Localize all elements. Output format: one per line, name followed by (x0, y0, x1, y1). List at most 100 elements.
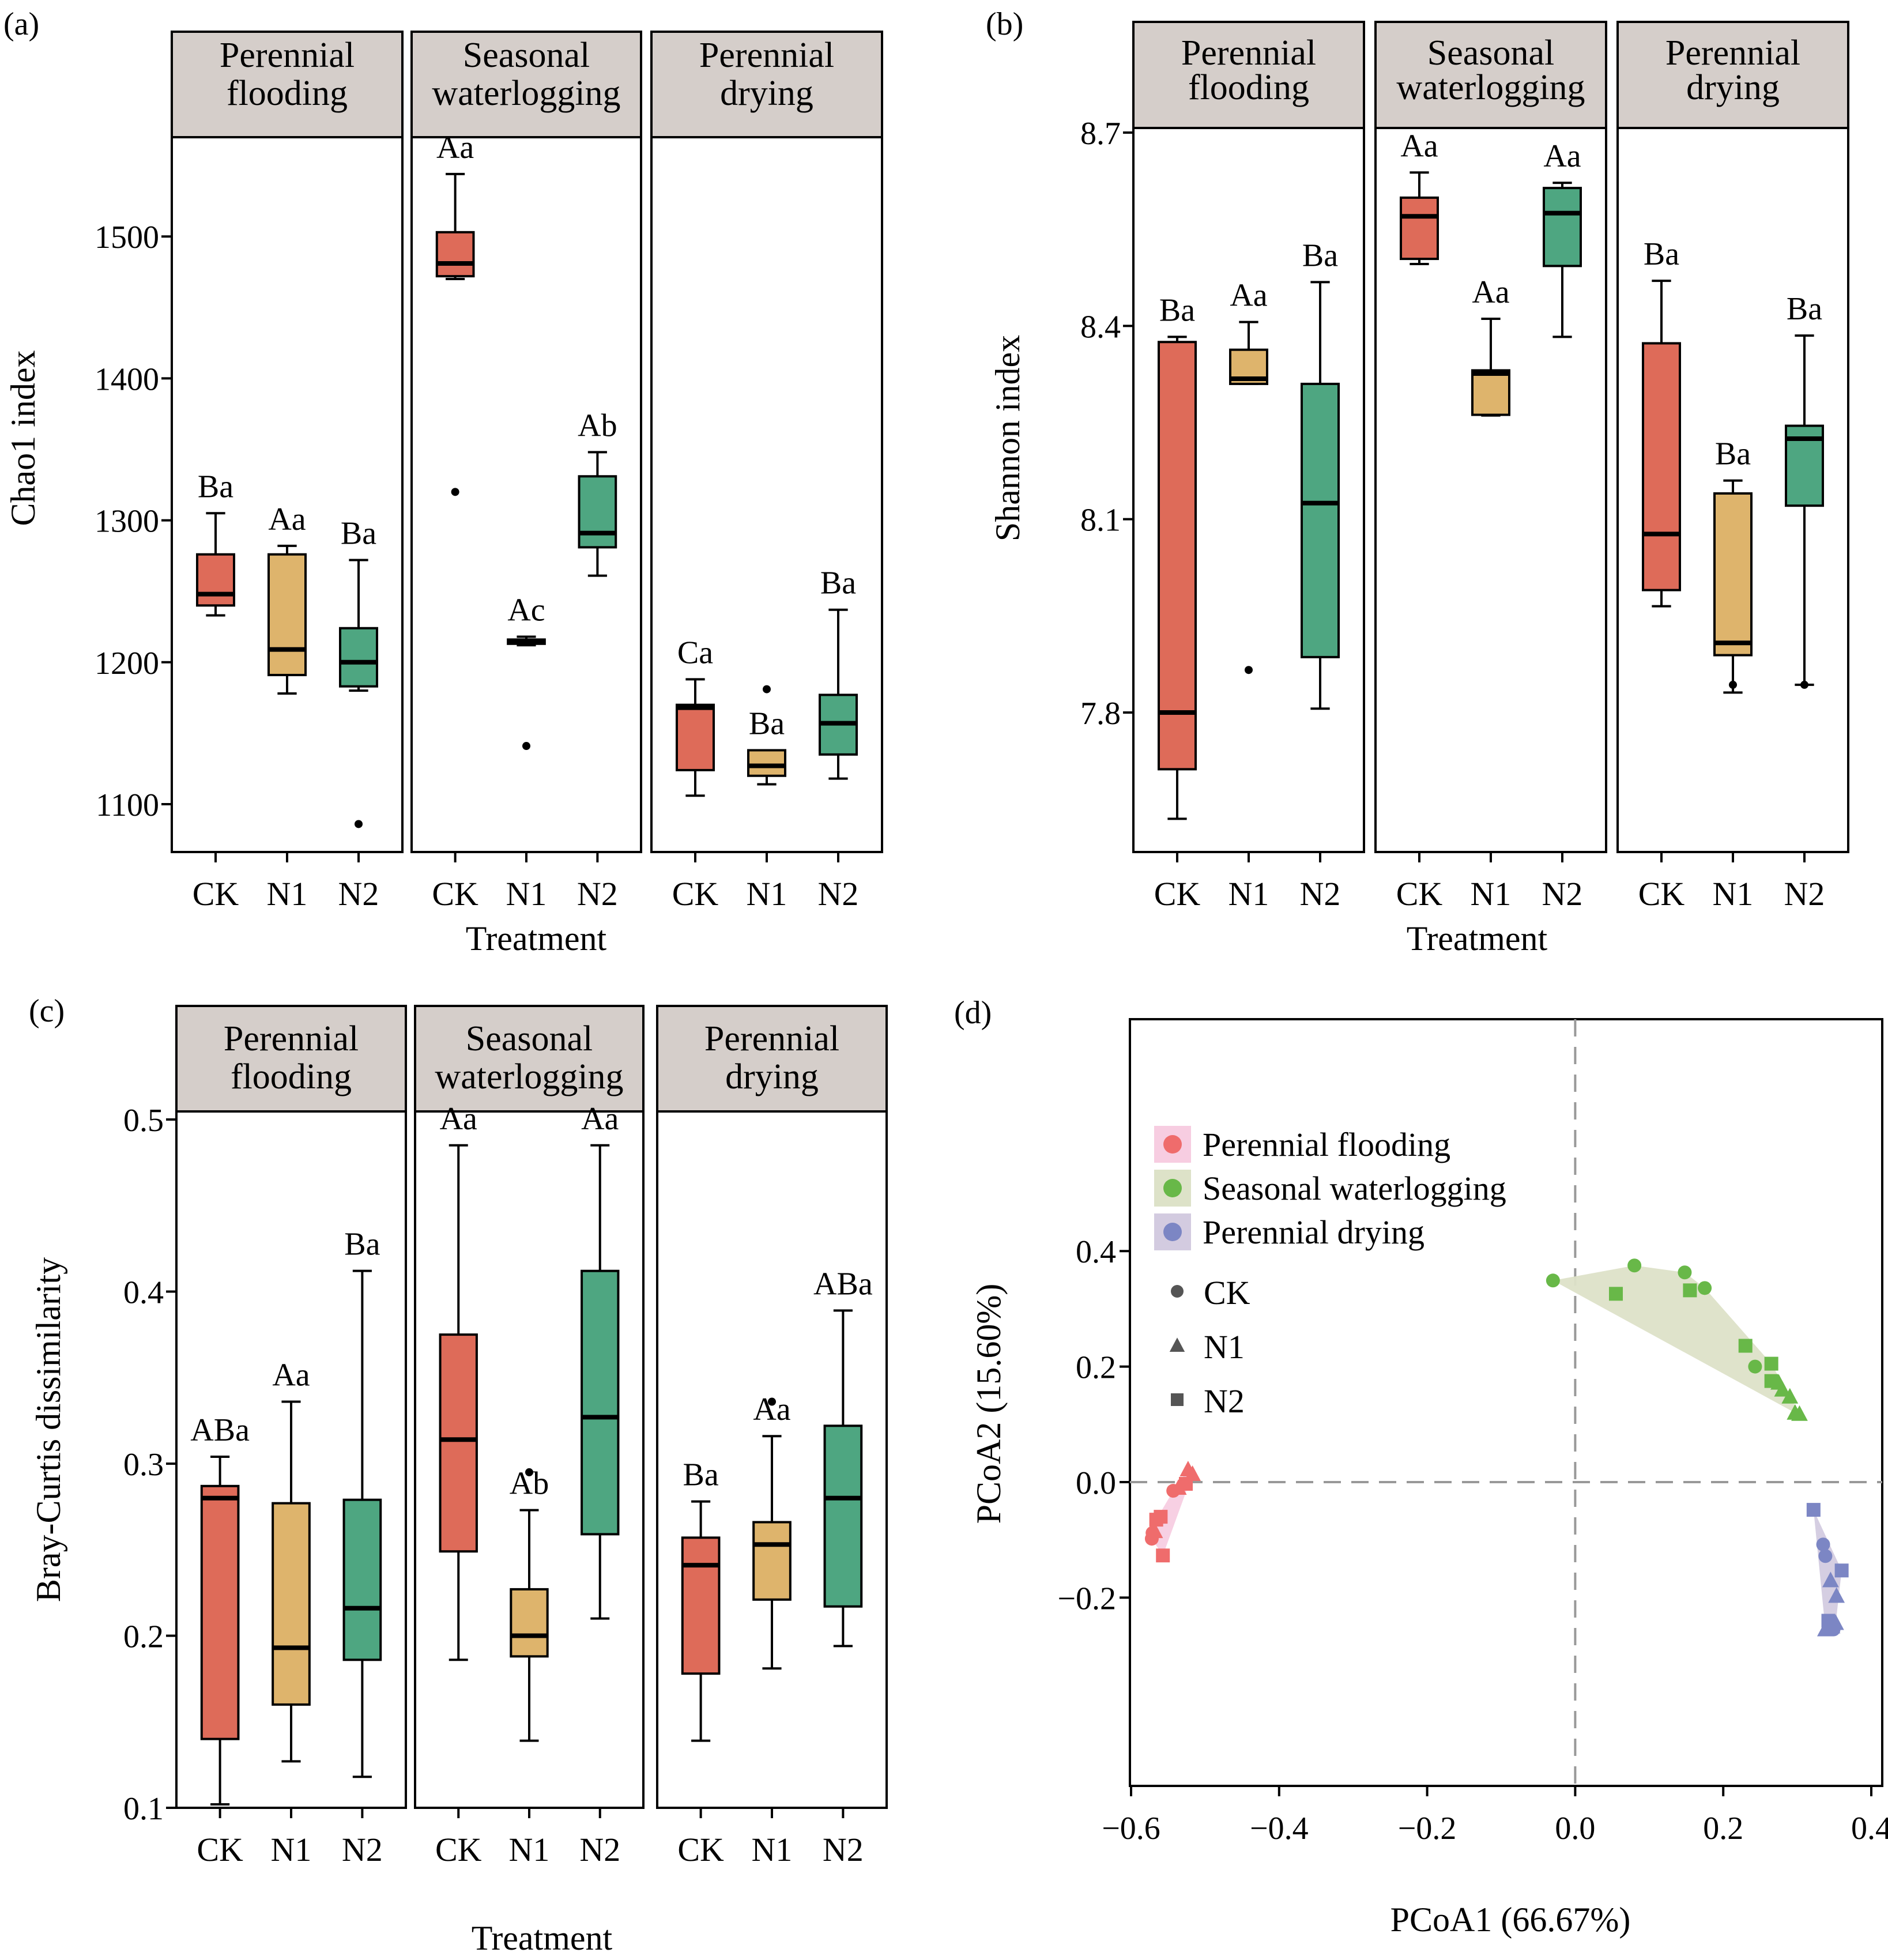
panel-d: (d) −0.6 −0.4 −0.2 0.0 0.2 0.4 −0.2 0.0 0.2 0.4 PCo… (954, 995, 1888, 1939)
y-tick-label: 0.4 (1076, 1234, 1116, 1270)
x-tick-label: N1 (752, 1831, 793, 1868)
box-body (747, 749, 786, 777)
x-tick-label: 0.4 (1851, 1811, 1888, 1846)
box-CK: Aa CK (435, 1101, 482, 1868)
significance-label: Aa (440, 1101, 477, 1137)
outlier-point (1245, 666, 1253, 674)
panel-label: (b) (986, 6, 1023, 42)
y-axis-title: Shannon index (989, 335, 1027, 541)
box-body (1400, 196, 1439, 261)
facet-title-line2: waterlogging (435, 1057, 623, 1096)
x-axis-title: Treatment (1407, 919, 1548, 958)
y-tick-label: 0.4 (123, 1275, 164, 1311)
significance-label: Ba (1787, 291, 1822, 327)
data-point (1678, 1265, 1692, 1280)
data-point (1822, 1571, 1839, 1588)
significance-label: Ab (510, 1466, 549, 1502)
facet-title-line1: Perennial (1665, 33, 1800, 73)
data-point (1627, 1258, 1642, 1273)
data-point (1764, 1356, 1778, 1371)
significance-label: Ba (683, 1457, 719, 1493)
significance-label: Ba (1302, 238, 1338, 273)
outlier-point (451, 488, 459, 496)
significance-label: ABa (813, 1266, 873, 1302)
x-tick-label: CK (432, 875, 478, 913)
x-tick-label: N1 (747, 875, 787, 913)
x-tick-label: N2 (579, 1831, 620, 1868)
data-point (1828, 1587, 1845, 1603)
box-body (267, 553, 307, 676)
legend-shape (1171, 1393, 1184, 1406)
data-point (1149, 1513, 1163, 1527)
series-group-2 (1806, 1503, 1849, 1637)
x-tick-label: N2 (1542, 875, 1583, 913)
x-tick-label: N1 (506, 875, 547, 913)
x-axis-title: Treatment (472, 1919, 613, 1957)
x-axis-title: PCoA1 (66.67%) (1390, 1901, 1631, 1939)
box-body (1471, 369, 1510, 416)
box-body (1642, 342, 1681, 591)
x-tick-label: N1 (1228, 875, 1269, 913)
significance-label: Aa (1400, 128, 1438, 164)
y-tick-label: 7.8 (1080, 696, 1121, 732)
x-tick-label: −0.6 (1102, 1811, 1160, 1846)
x-tick-label: N2 (338, 875, 379, 913)
x-tick-label: 0.0 (1555, 1811, 1595, 1846)
x-tick-label: CK (677, 1831, 724, 1868)
box-body (823, 1424, 863, 1608)
legend-item-group: Perennial flooding (1154, 1126, 1450, 1163)
facet-title-line1: Perennial (224, 1019, 359, 1058)
data-point (1834, 1563, 1849, 1578)
significance-label: Aa (272, 1358, 310, 1393)
legend-marker (1163, 1223, 1182, 1241)
facet-strip (1374, 21, 1607, 129)
box-body (342, 1498, 382, 1661)
facet-title-line1: Perennial (220, 36, 355, 75)
box-N2: Ba N2 (342, 1227, 383, 1868)
legend-label: Perennial drying (1203, 1213, 1425, 1251)
panel-label: (a) (3, 6, 39, 42)
facet-title-line2: waterlogging (432, 74, 620, 113)
x-tick-label: N2 (577, 875, 618, 913)
data-point (1781, 1388, 1799, 1404)
facet-strip (171, 31, 404, 138)
data-point (1791, 1405, 1808, 1421)
x-tick-label: CK (435, 1831, 482, 1868)
facet-title-line1: Seasonal (463, 36, 590, 75)
x-tick-label: CK (1638, 875, 1685, 913)
box-body (439, 1333, 478, 1553)
box-body (510, 1588, 549, 1658)
data-point (1748, 1359, 1762, 1374)
box-body (272, 1502, 311, 1706)
x-tick-label: −0.2 (1398, 1811, 1457, 1846)
box-N2: Ba N2 (1300, 238, 1341, 913)
y-tick-label: −0.2 (1057, 1581, 1116, 1616)
box-N2: Ba N2 (1784, 291, 1825, 913)
box-body (1543, 187, 1582, 267)
box-N1: Aa N1 (1228, 278, 1269, 913)
facet-strip (656, 1005, 888, 1113)
significance-label: Ba (1159, 292, 1195, 328)
x-tick-label: −0.4 (1250, 1811, 1309, 1846)
significance-label: Aa (753, 1392, 790, 1427)
group-hull (1552, 1265, 1800, 1414)
x-axis-title: Treatment (466, 919, 607, 958)
data-point (1816, 1537, 1830, 1552)
box-CK: Ba CK (193, 469, 239, 913)
plot-frame (1129, 1018, 1883, 1787)
facet-title-line1: Seasonal (1427, 33, 1554, 73)
data-point (1144, 1532, 1159, 1546)
facet-title-line2: drying (725, 1057, 819, 1096)
box-body (200, 1484, 240, 1740)
significance-label: Ba (749, 706, 785, 741)
significance-label: Aa (436, 130, 474, 165)
facet-title-line2: flooding (1188, 68, 1309, 107)
facet-title-line1: Perennial (704, 1019, 839, 1058)
x-tick-label: CK (672, 875, 719, 913)
x-tick-label: N1 (1713, 875, 1754, 913)
box-N1: Ba N1 (747, 685, 787, 913)
box-body (196, 553, 235, 607)
